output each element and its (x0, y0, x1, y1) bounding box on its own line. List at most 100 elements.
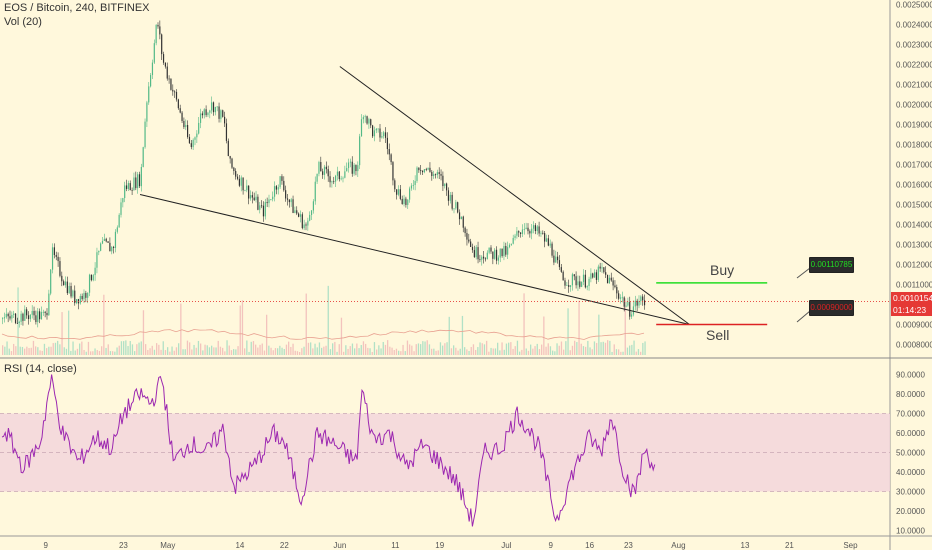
volume-bar (490, 347, 492, 355)
volume-bar (384, 344, 387, 355)
candle-body (384, 132, 387, 138)
candle-body (446, 183, 448, 191)
candle-body (464, 227, 466, 234)
volume-bar (455, 347, 457, 355)
volume-bar (523, 293, 525, 355)
candle-body (542, 232, 544, 234)
volume-bar (415, 344, 417, 355)
candle-body (251, 195, 253, 198)
candle-body (481, 256, 483, 260)
volume-bar (37, 347, 39, 355)
time-tick-label: 23 (119, 541, 128, 550)
volume-bar (200, 343, 202, 355)
candle-body (603, 267, 605, 273)
volume-bar (347, 348, 349, 355)
volume-bar (413, 351, 415, 355)
candle-body (257, 196, 259, 210)
candle-body (255, 196, 257, 201)
candle-body (40, 312, 43, 320)
volume-bar (479, 342, 481, 355)
candle-body (207, 112, 209, 116)
candle-body (98, 250, 100, 253)
volume-bar (255, 344, 257, 355)
candle-body (460, 216, 462, 220)
candle-body (590, 273, 592, 279)
price-tick-label: 0.00080000 (896, 341, 932, 350)
volume-bar (239, 305, 241, 355)
volume-bar (503, 349, 505, 355)
candle-body (2, 318, 4, 320)
candle-body (187, 125, 189, 137)
volume-bar (545, 346, 547, 355)
volume-bar (248, 351, 250, 355)
candle-body (377, 128, 379, 130)
volume-bar (644, 341, 646, 355)
candle-body (231, 158, 233, 168)
time-tick-label: 9 (549, 541, 554, 550)
volume-bar (587, 340, 589, 355)
volume-bar (426, 340, 428, 355)
volume-bar (98, 350, 101, 355)
volume-bar (336, 351, 338, 355)
candle-body (179, 108, 181, 113)
candle-body (333, 181, 335, 183)
candle-body (425, 169, 427, 170)
volume-bar (81, 341, 83, 355)
candle-body (410, 185, 413, 189)
volume-bar (325, 345, 327, 355)
candle-body (96, 252, 98, 268)
candle-body (349, 161, 351, 163)
volume-bar (387, 340, 389, 355)
candle-body (279, 176, 281, 188)
candle-body (608, 277, 610, 284)
volume-bar (76, 348, 79, 355)
candle-body (68, 286, 70, 294)
volume-bar (277, 348, 279, 355)
volume-bar (193, 344, 195, 355)
candle-body (510, 243, 512, 245)
candle-body (100, 243, 102, 251)
volume-bar (149, 348, 151, 355)
volume-bar (131, 344, 134, 355)
volume-bar (217, 340, 219, 355)
rsi-tick-label: 80.0000 (896, 390, 925, 399)
candle-body (22, 313, 24, 321)
candle-body (362, 117, 364, 120)
candle-body (372, 125, 374, 137)
candle-body (275, 186, 277, 190)
candle-body (346, 168, 348, 172)
volume-bar (202, 350, 204, 355)
candle-body (534, 225, 536, 232)
volume-bar (582, 346, 585, 355)
candle-body (288, 199, 290, 203)
candle-body (331, 181, 333, 183)
candle-body (325, 166, 327, 170)
candle-body (340, 178, 342, 180)
candle-body (320, 162, 322, 172)
candle-body (388, 149, 390, 155)
volume-bar (448, 316, 450, 355)
candle-body (440, 174, 442, 176)
candle-body (157, 24, 159, 27)
time-tick-label: 23 (624, 541, 633, 550)
volume-bar (569, 350, 571, 355)
candle-body (621, 297, 623, 299)
candle-body (595, 272, 598, 280)
volume-bar (191, 349, 193, 355)
volume-bar (552, 350, 554, 355)
candle-body (568, 285, 570, 287)
volume-bar (527, 350, 530, 355)
candle-body (390, 154, 392, 163)
candle-body (397, 189, 400, 195)
volume-bar (184, 349, 186, 355)
volume-bar (305, 293, 307, 355)
volume-bar (618, 349, 620, 355)
volume-ma-line (1, 329, 645, 340)
candle-body (453, 208, 455, 210)
candle-body (172, 89, 174, 92)
candle-body (449, 194, 451, 201)
volume-bar (228, 345, 230, 355)
